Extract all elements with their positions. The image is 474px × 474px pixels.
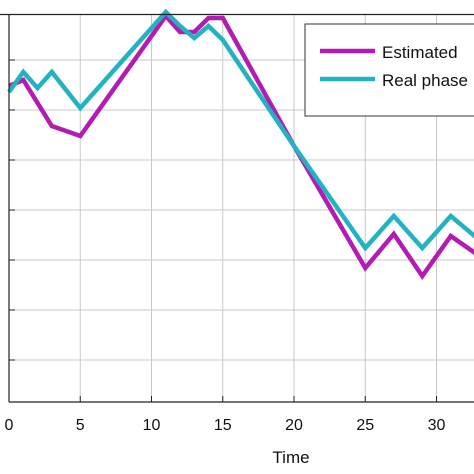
x-axis-label: Time bbox=[272, 448, 309, 467]
legend-label-real-phase: Real phase bbox=[382, 71, 468, 90]
legend-label-estimated: Estimated bbox=[382, 43, 458, 62]
series-line-real-phase bbox=[7, 8, 474, 252]
x-tick-label: 10 bbox=[143, 417, 161, 434]
x-tick-label: 5 bbox=[76, 417, 85, 434]
grid bbox=[9, 15, 474, 402]
x-tick-label: 0 bbox=[5, 417, 14, 434]
series-line-estimated bbox=[8, 12, 474, 280]
x-tick-label: 25 bbox=[356, 417, 374, 434]
x-tick-label: 30 bbox=[428, 417, 446, 434]
series-lines bbox=[7, 8, 474, 280]
x-tick-label: 20 bbox=[285, 417, 303, 434]
legend-box bbox=[304, 23, 474, 117]
axes bbox=[0, 13, 474, 403]
legend: Estimated Real phase bbox=[304, 23, 474, 117]
x-ticks: 0 5 10 15 20 25 30 bbox=[5, 396, 446, 434]
x-tick-label: 15 bbox=[214, 417, 232, 434]
